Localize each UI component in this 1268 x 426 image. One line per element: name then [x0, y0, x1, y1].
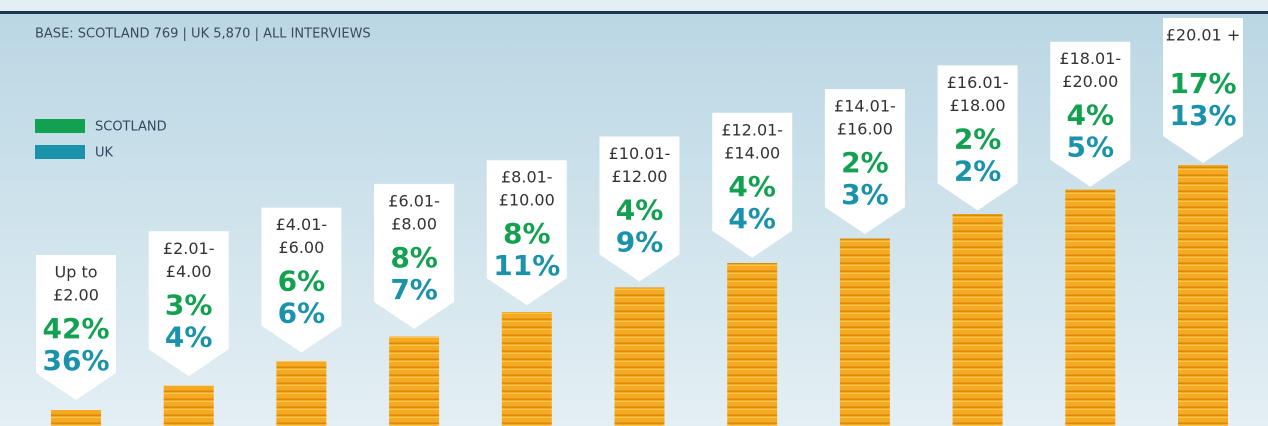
band-label: £18.00	[950, 96, 1006, 115]
legend: SCOTLAND UK	[35, 119, 167, 161]
label-arrow	[1050, 41, 1131, 187]
band-label: £4.00	[166, 262, 212, 281]
label-arrow	[148, 231, 229, 377]
coin-stack	[163, 385, 214, 426]
band-label: £14.00	[724, 143, 780, 162]
band-label: £10.01-	[609, 144, 671, 163]
label-arrow	[1163, 18, 1243, 163]
coin-stack	[389, 336, 440, 426]
band-label: £4.01-	[276, 215, 328, 234]
legend-label: SCOTLAND	[95, 120, 167, 135]
band-label: £20.00	[1062, 72, 1118, 91]
legend-swatch	[35, 145, 85, 159]
band-label: £16.01-	[947, 73, 1009, 92]
legend-label: UK	[95, 146, 114, 161]
header-rule	[0, 11, 1268, 14]
band-label: £12.00	[612, 167, 668, 186]
band-label: £6.00	[278, 238, 324, 257]
band-label: £2.00	[53, 286, 99, 305]
uk-pct: 11%	[493, 249, 560, 282]
scotland-pct: 6%	[278, 265, 326, 298]
coin-stack	[614, 287, 665, 426]
coin-stack	[952, 214, 1003, 426]
scotland-pct: 2%	[954, 122, 1002, 155]
band-label: £10.00	[499, 191, 555, 210]
band-label: £2.01-	[163, 239, 215, 258]
scotland-pct: 4%	[1067, 99, 1115, 132]
uk-pct: 4%	[165, 320, 213, 353]
band-label: Up to	[54, 263, 97, 282]
band-label: £8.01-	[501, 168, 553, 187]
coin-stack	[1065, 189, 1116, 426]
scotland-pct: 17%	[1169, 67, 1236, 100]
coin-stack	[276, 361, 327, 426]
uk-pct: 5%	[1067, 131, 1115, 164]
band-label: £20.01 +	[1166, 26, 1240, 45]
uk-pct: 36%	[42, 344, 109, 377]
scotland-pct: 2%	[841, 146, 889, 179]
label-arrow	[937, 65, 1018, 211]
uk-pct: 6%	[278, 297, 326, 330]
label-arrow	[599, 136, 680, 282]
scotland-pct: 8%	[503, 217, 551, 250]
band-label: £6.01-	[388, 191, 440, 210]
coin-stack	[51, 410, 101, 426]
label-arrow	[374, 183, 455, 329]
label-arrow	[712, 112, 793, 258]
uk-pct: 9%	[616, 226, 664, 259]
label-arrow	[824, 89, 905, 235]
scotland-pct: 42%	[42, 312, 109, 345]
band-label: £12.01-	[721, 120, 783, 139]
uk-pct: 4%	[728, 202, 776, 235]
legend-swatch	[35, 119, 85, 133]
label-arrow	[486, 160, 567, 306]
header-strip	[0, 0, 1268, 12]
uk-pct: 7%	[390, 273, 438, 306]
coin-stack	[839, 238, 890, 426]
scotland-pct: 8%	[390, 241, 438, 274]
band-label: £16.00	[837, 120, 893, 139]
coin-stack	[1178, 165, 1228, 426]
band-label: £18.01-	[1059, 49, 1121, 68]
coin-stack	[727, 263, 778, 426]
band-label: £8.00	[391, 214, 437, 233]
scotland-pct: 4%	[728, 170, 776, 203]
base-note: BASE: SCOTLAND 769 | UK 5,870 | ALL INTE…	[35, 27, 371, 42]
uk-pct: 3%	[841, 178, 889, 211]
scotland-pct: 3%	[165, 288, 213, 321]
scotland-pct: 4%	[616, 194, 664, 227]
bands: Up to£2.0042%36%£2.01-£4.003%4%£4.01-£6.…	[36, 18, 1243, 426]
uk-pct: 2%	[954, 154, 1002, 187]
coin-stack	[501, 312, 552, 426]
label-arrow	[261, 207, 342, 353]
label-arrow	[36, 255, 116, 400]
band-label: £14.01-	[834, 97, 896, 116]
uk-pct: 13%	[1169, 99, 1236, 132]
